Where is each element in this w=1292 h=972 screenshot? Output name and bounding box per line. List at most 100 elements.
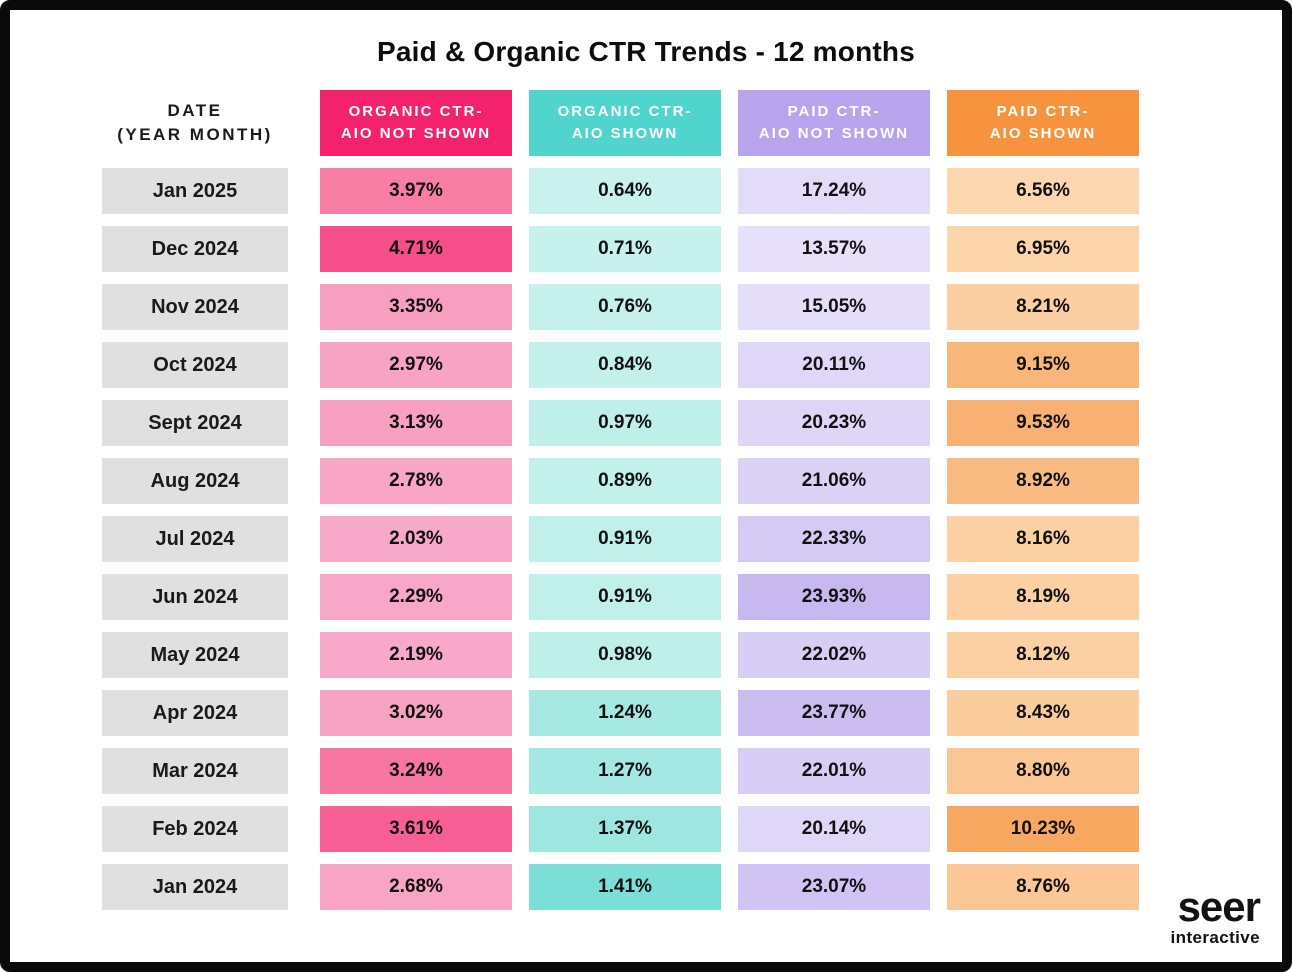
column-header-2: PAID CTR- AIO NOT SHOWN xyxy=(738,90,930,156)
seer-logo-wordmark: seer xyxy=(1177,883,1261,931)
value-cell-col0: 3.13% xyxy=(320,400,512,446)
value-cell-col1: 1.24% xyxy=(529,690,721,736)
value-cell-col1: 0.98% xyxy=(529,632,721,678)
value-cell-col3: 8.16% xyxy=(947,516,1139,562)
table-row: May 2024 2.19% 0.98% 22.02% 8.12% xyxy=(102,632,1282,678)
value-cell-col1: 0.97% xyxy=(529,400,721,446)
value-cell-col1: 0.89% xyxy=(529,458,721,504)
table-header-row: DATE (YEAR MONTH) ORGANIC CTR- AIO NOT SH… xyxy=(102,90,1282,156)
ctr-table: DATE (YEAR MONTH) ORGANIC CTR- AIO NOT SH… xyxy=(102,90,1282,910)
value-cell-col0: 4.71% xyxy=(320,226,512,272)
date-cell: Feb 2024 xyxy=(102,806,288,852)
date-cell: Jan 2025 xyxy=(102,168,288,214)
date-cell: Dec 2024 xyxy=(102,226,288,272)
value-cell-col2: 20.14% xyxy=(738,806,930,852)
column-header-line1: ORGANIC CTR- xyxy=(348,103,484,121)
value-cell-col1: 0.84% xyxy=(529,342,721,388)
date-cell: Jun 2024 xyxy=(102,574,288,620)
table-row: Feb 2024 3.61% 1.37% 20.14% 10.23% xyxy=(102,806,1282,852)
column-header-3: PAID CTR- AIO SHOWN xyxy=(947,90,1139,156)
value-cell-col3: 8.92% xyxy=(947,458,1139,504)
column-header-line1: ORGANIC CTR- xyxy=(557,103,693,121)
seer-logo: seer interactive xyxy=(1170,883,1261,948)
value-cell-col2: 23.77% xyxy=(738,690,930,736)
value-cell-col2: 20.11% xyxy=(738,342,930,388)
value-cell-col1: 0.91% xyxy=(529,574,721,620)
date-cell: Aug 2024 xyxy=(102,458,288,504)
date-cell: Sept 2024 xyxy=(102,400,288,446)
value-cell-col1: 0.76% xyxy=(529,284,721,330)
date-cell: Jan 2024 xyxy=(102,864,288,910)
value-cell-col3: 8.12% xyxy=(947,632,1139,678)
value-cell-col2: 21.06% xyxy=(738,458,930,504)
column-header-line2: AIO SHOWN xyxy=(571,125,679,142)
value-cell-col3: 8.43% xyxy=(947,690,1139,736)
column-header-0: ORGANIC CTR- AIO NOT SHOWN xyxy=(320,90,512,156)
value-cell-col3: 6.56% xyxy=(947,168,1139,214)
value-cell-col2: 13.57% xyxy=(738,226,930,272)
chart-title: Paid & Organic CTR Trends - 12 months xyxy=(377,36,915,67)
value-cell-col2: 22.01% xyxy=(738,748,930,794)
value-cell-col2: 23.93% xyxy=(738,574,930,620)
value-cell-col1: 0.71% xyxy=(529,226,721,272)
column-header-line2: AIO NOT SHOWN xyxy=(758,125,910,142)
date-cell: May 2024 xyxy=(102,632,288,678)
table-row: Apr 2024 3.02% 1.24% 23.77% 8.43% xyxy=(102,690,1282,736)
value-cell-col2: 20.23% xyxy=(738,400,930,446)
column-header-line1: PAID CTR- xyxy=(996,103,1090,121)
value-cell-col1: 1.37% xyxy=(529,806,721,852)
date-cell: Mar 2024 xyxy=(102,748,288,794)
value-cell-col3: 9.53% xyxy=(947,400,1139,446)
value-cell-col3: 8.76% xyxy=(947,864,1139,910)
value-cell-col0: 3.61% xyxy=(320,806,512,852)
column-header-line2: AIO NOT SHOWN xyxy=(340,125,492,142)
value-cell-col1: 0.91% xyxy=(529,516,721,562)
value-cell-col0: 2.68% xyxy=(320,864,512,910)
table-row: Dec 2024 4.71% 0.71% 13.57% 6.95% xyxy=(102,226,1282,272)
value-cell-col3: 8.80% xyxy=(947,748,1139,794)
table-body: Jan 2025 3.97% 0.64% 17.24% 6.56% Dec 2024 4.7… xyxy=(102,168,1282,910)
value-cell-col0: 3.35% xyxy=(320,284,512,330)
date-column-header: DATE (YEAR MONTH) xyxy=(102,90,288,156)
value-cell-col0: 3.97% xyxy=(320,168,512,214)
column-header-line2: AIO SHOWN xyxy=(989,125,1097,142)
column-header-line1: PAID CTR- xyxy=(787,103,881,121)
value-cell-col0: 3.24% xyxy=(320,748,512,794)
table-row: Jun 2024 2.29% 0.91% 23.93% 8.19% xyxy=(102,574,1282,620)
table-row: Aug 2024 2.78% 0.89% 21.06% 8.92% xyxy=(102,458,1282,504)
table-row: Nov 2024 3.35% 0.76% 15.05% 8.21% xyxy=(102,284,1282,330)
date-header-line2: (YEAR MONTH) xyxy=(117,125,273,144)
date-cell: Jul 2024 xyxy=(102,516,288,562)
value-cell-col2: 22.02% xyxy=(738,632,930,678)
value-cell-col2: 22.33% xyxy=(738,516,930,562)
table-row: Sept 2024 3.13% 0.97% 20.23% 9.53% xyxy=(102,400,1282,446)
value-cell-col3: 9.15% xyxy=(947,342,1139,388)
column-header-1: ORGANIC CTR- AIO SHOWN xyxy=(529,90,721,156)
date-cell: Apr 2024 xyxy=(102,690,288,736)
value-cell-col0: 2.78% xyxy=(320,458,512,504)
date-header-line1: DATE xyxy=(167,101,223,121)
table-row: Mar 2024 3.24% 1.27% 22.01% 8.80% xyxy=(102,748,1282,794)
value-cell-col0: 2.19% xyxy=(320,632,512,678)
table-row: Oct 2024 2.97% 0.84% 20.11% 9.15% xyxy=(102,342,1282,388)
value-cell-col3: 8.21% xyxy=(947,284,1139,330)
value-cell-col2: 15.05% xyxy=(738,284,930,330)
value-cell-col0: 2.97% xyxy=(320,342,512,388)
table-row: Jan 2024 2.68% 1.41% 23.07% 8.76% xyxy=(102,864,1282,910)
seer-logo-subtext: interactive xyxy=(1170,928,1260,947)
value-cell-col3: 10.23% xyxy=(947,806,1139,852)
value-cell-col1: 1.27% xyxy=(529,748,721,794)
value-cell-col0: 3.02% xyxy=(320,690,512,736)
value-cell-col1: 0.64% xyxy=(529,168,721,214)
value-cell-col3: 8.19% xyxy=(947,574,1139,620)
date-cell: Nov 2024 xyxy=(102,284,288,330)
date-cell: Oct 2024 xyxy=(102,342,288,388)
table-row: Jul 2024 2.03% 0.91% 22.33% 8.16% xyxy=(102,516,1282,562)
value-cell-col1: 1.41% xyxy=(529,864,721,910)
value-cell-col0: 2.03% xyxy=(320,516,512,562)
value-cell-col2: 17.24% xyxy=(738,168,930,214)
table-row: Jan 2025 3.97% 0.64% 17.24% 6.56% xyxy=(102,168,1282,214)
value-cell-col2: 23.07% xyxy=(738,864,930,910)
value-cell-col3: 6.95% xyxy=(947,226,1139,272)
